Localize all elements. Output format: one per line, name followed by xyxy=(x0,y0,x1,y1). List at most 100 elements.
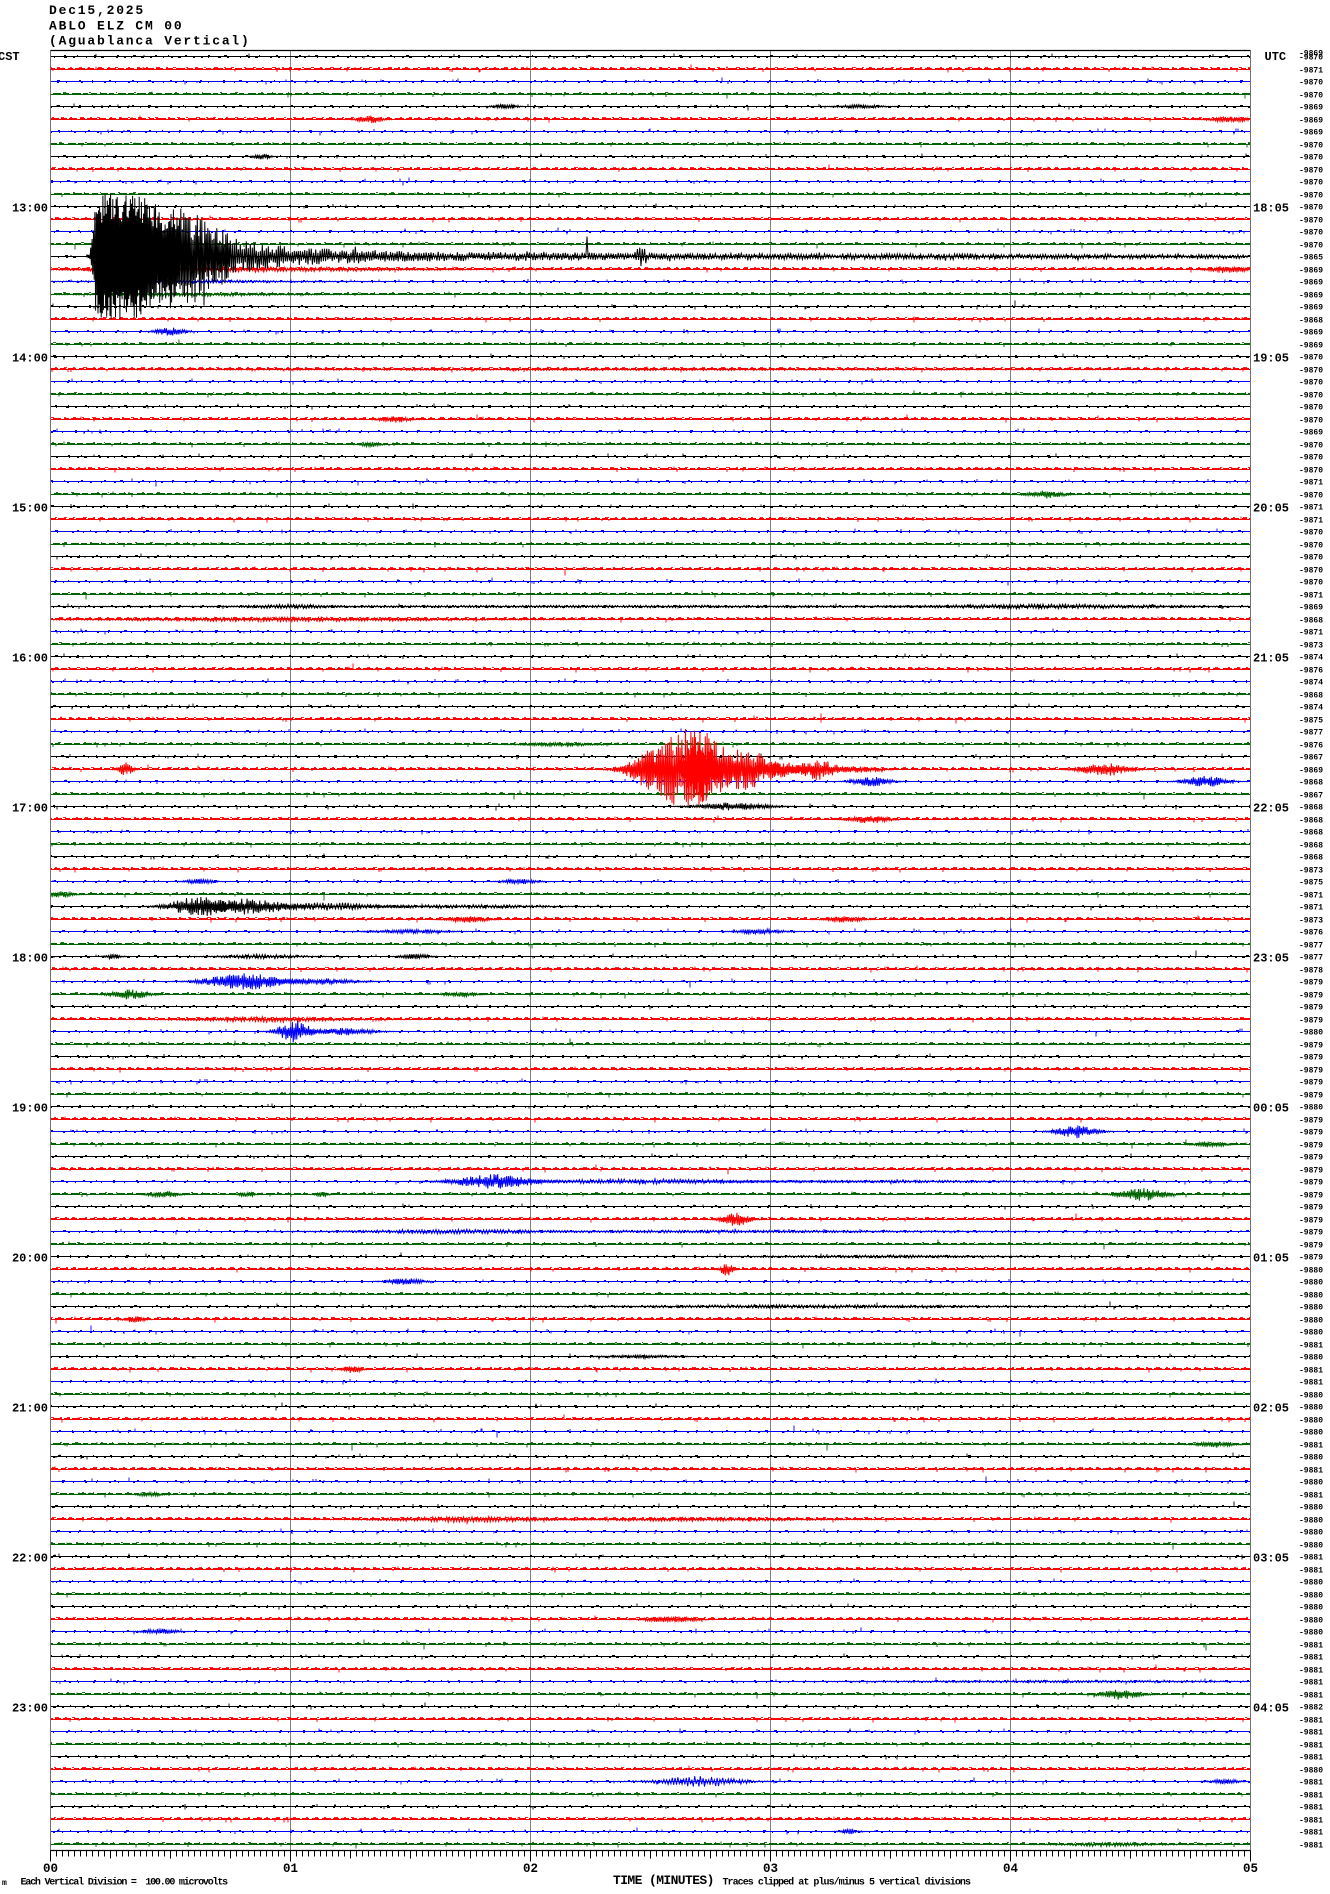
svg-text:22:05: 22:05 xyxy=(1253,802,1289,816)
svg-text:-9881: -9881 xyxy=(1299,1654,1323,1663)
svg-text:-9880: -9880 xyxy=(1299,1529,1323,1538)
svg-text:-9869: -9869 xyxy=(1299,767,1323,776)
svg-text:-9868: -9868 xyxy=(1299,804,1323,813)
svg-text:-9882: -9882 xyxy=(1299,1704,1323,1713)
svg-text:-9879: -9879 xyxy=(1299,1242,1323,1251)
svg-text:-9880: -9880 xyxy=(1299,1104,1323,1113)
svg-text:-9870: -9870 xyxy=(1299,92,1323,101)
svg-text:01:05: 01:05 xyxy=(1253,1252,1289,1266)
svg-text:-9879: -9879 xyxy=(1299,1067,1323,1076)
svg-text:-9868: -9868 xyxy=(1299,617,1323,626)
svg-text:-9879: -9879 xyxy=(1299,1229,1323,1238)
svg-text:-9879: -9879 xyxy=(1299,1054,1323,1063)
svg-text:-9880: -9880 xyxy=(1299,1392,1323,1401)
svg-text:-9868: -9868 xyxy=(1299,842,1323,851)
svg-text:-9880: -9880 xyxy=(1299,1579,1323,1588)
svg-text:-9869: -9869 xyxy=(1299,267,1323,276)
svg-text:04: 04 xyxy=(1003,1862,1019,1876)
svg-text:UTC: UTC xyxy=(1265,50,1287,64)
svg-text:-9868: -9868 xyxy=(1299,829,1323,838)
svg-text:-9881: -9881 xyxy=(1299,1367,1323,1376)
svg-text:-9878: -9878 xyxy=(1299,967,1323,976)
svg-text:-9879: -9879 xyxy=(1299,1129,1323,1138)
svg-text:-9881: -9881 xyxy=(1299,1792,1323,1801)
svg-text:-9870: -9870 xyxy=(1299,354,1323,363)
svg-text:-9879: -9879 xyxy=(1299,1117,1323,1126)
svg-text:-9880: -9880 xyxy=(1299,1479,1323,1488)
svg-text:-9879: -9879 xyxy=(1299,1204,1323,1213)
svg-text:-9881: -9881 xyxy=(1299,1492,1323,1501)
svg-text:-9870: -9870 xyxy=(1299,367,1323,376)
svg-text:-9881: -9881 xyxy=(1299,1742,1323,1751)
svg-text:-9879: -9879 xyxy=(1299,992,1323,1001)
svg-text:00: 00 xyxy=(43,1862,58,1876)
svg-text:-9880: -9880 xyxy=(1299,1329,1323,1338)
svg-text:-9870: -9870 xyxy=(1299,454,1323,463)
svg-text:-9870: -9870 xyxy=(1299,467,1323,476)
svg-text:18:00: 18:00 xyxy=(12,952,48,966)
svg-text:-9870: -9870 xyxy=(1299,192,1323,201)
svg-text:-9880: -9880 xyxy=(1299,1542,1323,1551)
svg-text:-9874: -9874 xyxy=(1299,654,1323,663)
svg-text:-9881: -9881 xyxy=(1299,1642,1323,1651)
svg-text:18:05: 18:05 xyxy=(1253,202,1289,216)
svg-text:-9879: -9879 xyxy=(1299,1017,1323,1026)
svg-text:-9869: -9869 xyxy=(1299,429,1323,438)
svg-text:-9868: -9868 xyxy=(1299,854,1323,863)
svg-text:-9870: -9870 xyxy=(1299,79,1323,88)
svg-text:-9879: -9879 xyxy=(1299,1179,1323,1188)
svg-text:-9880: -9880 xyxy=(1299,1029,1323,1038)
svg-text:-9880: -9880 xyxy=(1299,1517,1323,1526)
svg-text:-9881: -9881 xyxy=(1299,1829,1323,1838)
svg-text:CST: CST xyxy=(0,50,20,64)
svg-text:-9870: -9870 xyxy=(1299,492,1323,501)
svg-text:22:00: 22:00 xyxy=(12,1552,48,1566)
svg-text:-9876: -9876 xyxy=(1299,667,1323,676)
svg-text:-9881: -9881 xyxy=(1299,1679,1323,1688)
svg-text:-9881: -9881 xyxy=(1299,1467,1323,1476)
svg-text:-9880: -9880 xyxy=(1299,1629,1323,1638)
svg-text:-9881: -9881 xyxy=(1299,1754,1323,1763)
svg-text:-9870: -9870 xyxy=(1299,392,1323,401)
svg-text:-9870: -9870 xyxy=(1299,154,1323,163)
svg-text:-9876: -9876 xyxy=(1299,929,1323,938)
svg-text:17:00: 17:00 xyxy=(12,802,48,816)
svg-text:20:00: 20:00 xyxy=(12,1252,48,1266)
svg-text:-9880: -9880 xyxy=(1299,1504,1323,1513)
svg-text:-9870: -9870 xyxy=(1299,142,1323,151)
svg-text:-9880: -9880 xyxy=(1299,1617,1323,1626)
svg-text:-9869: -9869 xyxy=(1299,329,1323,338)
svg-text:03: 03 xyxy=(763,1862,778,1876)
svg-text:-9869: -9869 xyxy=(1299,117,1323,126)
svg-text:-9879: -9879 xyxy=(1299,1004,1323,1013)
svg-text:-9879: -9879 xyxy=(1299,979,1323,988)
svg-text:-9879: -9879 xyxy=(1299,1142,1323,1151)
svg-text:-9870: -9870 xyxy=(1299,442,1323,451)
svg-text:Each Vertical Division = 100.: Each Vertical Division = 100.00 microvol… xyxy=(21,1876,229,1888)
svg-text:-9870: -9870 xyxy=(1299,179,1323,188)
svg-text:05: 05 xyxy=(1243,1862,1258,1876)
svg-text:-9870: -9870 xyxy=(1299,417,1323,426)
svg-text:-9880: -9880 xyxy=(1299,1767,1323,1776)
svg-text:-9880: -9880 xyxy=(1299,1417,1323,1426)
svg-text:-9881: -9881 xyxy=(1299,1379,1323,1388)
svg-text:TIME (MINUTES): TIME (MINUTES) xyxy=(613,1873,714,1888)
svg-text:19:05: 19:05 xyxy=(1253,352,1289,366)
svg-text:-9880: -9880 xyxy=(1299,1279,1323,1288)
svg-text:-9870: -9870 xyxy=(1299,404,1323,413)
svg-text:16:00: 16:00 xyxy=(12,652,48,666)
svg-text:-9877: -9877 xyxy=(1299,729,1323,738)
svg-text:-9875: -9875 xyxy=(1299,879,1323,888)
svg-text:-9881: -9881 xyxy=(1299,1692,1323,1701)
svg-text:-9871: -9871 xyxy=(1299,892,1323,901)
svg-text:-9870: -9870 xyxy=(1299,554,1323,563)
svg-text:-9879: -9879 xyxy=(1299,1154,1323,1163)
svg-text:15:00: 15:00 xyxy=(12,502,48,516)
svg-text:-9870: -9870 xyxy=(1299,579,1323,588)
svg-text:-9869: -9869 xyxy=(1299,604,1323,613)
svg-text:-9881: -9881 xyxy=(1299,1804,1323,1813)
svg-text:-9876: -9876 xyxy=(1299,742,1323,751)
svg-text:-9869: -9869 xyxy=(1299,279,1323,288)
svg-text:-9873: -9873 xyxy=(1299,642,1323,651)
svg-text:-9869: -9869 xyxy=(1299,49,1323,58)
